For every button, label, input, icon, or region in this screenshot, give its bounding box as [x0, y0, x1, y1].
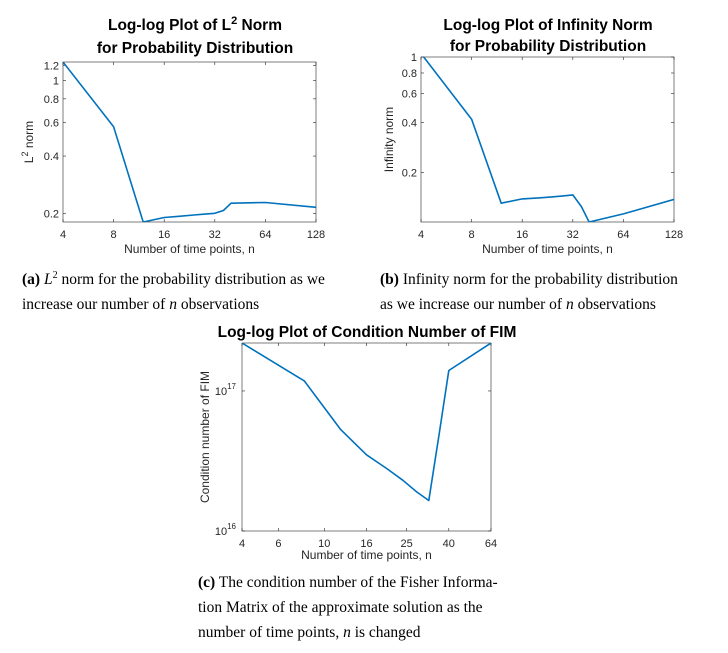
caption-c-text3: number of time points,	[198, 624, 344, 641]
chart-condition-number: Log-log Plot of Condition Number of FIM 4…	[198, 324, 516, 562]
chart-title: Log-log Plot of L2 Norm	[108, 15, 282, 34]
y-axis-label: Condition number of FIM	[198, 371, 212, 503]
y-tick-base: 10	[215, 526, 227, 538]
axes-box	[241, 342, 492, 532]
y-tick-exponent: 16	[227, 522, 236, 531]
caption-c-text4: is changed	[350, 624, 421, 641]
y-tick-label: 0.8	[402, 68, 417, 80]
chart-title: for Probability Distribution	[450, 38, 646, 55]
x-tick-label: 32	[209, 229, 221, 241]
x-tick-label: 128	[307, 229, 325, 241]
x-tick-label: 16	[516, 229, 528, 241]
x-tick-label: 10	[318, 538, 330, 550]
caption-a-text2: increase our number of	[22, 296, 170, 313]
caption-b-text3: observations	[573, 296, 656, 313]
axes-box	[420, 56, 675, 223]
x-tick-label: 16	[158, 229, 170, 241]
y-tick-label: 0.6	[44, 118, 59, 130]
x-tick-label: 4	[239, 538, 245, 550]
caption-c-label: (c)	[198, 574, 216, 591]
caption-b-label: (b)	[380, 271, 399, 288]
caption-b-text1: Infinity norm for the probability distri…	[398, 271, 678, 288]
y-tick-label: 0.4	[402, 118, 417, 130]
series-line	[242, 343, 491, 502]
caption-c-text1: The condition number of the Fisher Infor…	[215, 574, 498, 591]
x-axis-label: Number of time points, n	[124, 242, 255, 256]
y-tick-exponent: 17	[227, 382, 236, 391]
y-tick-label: 1	[411, 52, 417, 64]
caption-b: (b) Infinity norm for the probability di…	[380, 267, 720, 317]
caption-a-superscript: 2	[52, 269, 58, 281]
y-tick-label: 1.2	[44, 60, 59, 72]
x-tick-label: 128	[665, 229, 683, 241]
x-axis-label: Number of time points, n	[482, 242, 613, 256]
x-tick-label: 8	[469, 229, 475, 241]
chart-title: Log-log Plot of Condition Number of FIM	[218, 324, 517, 341]
caption-a-var: n	[169, 296, 177, 313]
y-label-superscript: 2	[20, 151, 30, 156]
y-tick-label: 0.2	[44, 208, 59, 220]
chart-infinity-norm: Log-log Plot of Infinity Norm for Probabi…	[382, 17, 683, 256]
caption-c-text2: tion Matrix of the approximate solution …	[198, 599, 483, 616]
y-axis-label: L2 norm	[20, 121, 36, 163]
title-superscript: 2	[231, 15, 237, 27]
x-tick-label: 8	[111, 229, 117, 241]
axes-box	[62, 61, 317, 223]
x-tick-label: 40	[443, 538, 455, 550]
series-line	[422, 57, 674, 222]
title-text: Norm	[237, 17, 282, 34]
caption-a: (a) L2 norm for the probability distribu…	[22, 267, 357, 317]
y-tick-label: 1	[53, 75, 59, 87]
caption-a-text3: observations	[176, 296, 260, 313]
caption-a-text1: norm for the probability distribution as…	[57, 271, 325, 288]
caption-b-text2: as we increase our number of	[380, 296, 566, 313]
x-axis-label: Number of time points, n	[301, 548, 432, 562]
series-line	[63, 62, 316, 222]
caption-a-label: (a)	[22, 271, 41, 288]
caption-b-var: n	[565, 296, 574, 313]
y-axis-label: Infinity norm	[382, 107, 396, 172]
y-tick-label: 0.6	[402, 89, 417, 101]
chart-l2-norm: Log-log Plot of L2 Norm for Probability D…	[20, 15, 325, 256]
y-tick-label: 0.2	[402, 167, 417, 179]
x-tick-label: 4	[60, 229, 66, 241]
y-tick-base: 10	[215, 386, 227, 398]
y-tick-label: 0.4	[44, 151, 59, 163]
x-tick-label: 6	[275, 538, 281, 550]
x-tick-label: 64	[485, 538, 497, 550]
y-label-text: norm	[22, 121, 36, 152]
x-tick-label: 32	[567, 229, 579, 241]
x-tick-label: 64	[259, 229, 271, 241]
y-tick-label: 1016	[215, 522, 237, 538]
caption-a-symbol: L	[43, 271, 53, 288]
x-tick-label: 64	[617, 229, 629, 241]
x-tick-label: 4	[418, 229, 424, 241]
caption-c-var: n	[343, 624, 351, 641]
chart-title: Log-log Plot of Infinity Norm	[443, 17, 652, 34]
y-tick-label: 0.8	[44, 94, 59, 106]
y-tick-label: 1017	[215, 382, 237, 398]
caption-c: (c) The condition number of the Fisher I…	[198, 570, 528, 645]
chart-title: for Probability Distribution	[97, 40, 293, 57]
x-tick-label: 16	[360, 538, 372, 550]
x-tick-label: 25	[400, 538, 412, 550]
